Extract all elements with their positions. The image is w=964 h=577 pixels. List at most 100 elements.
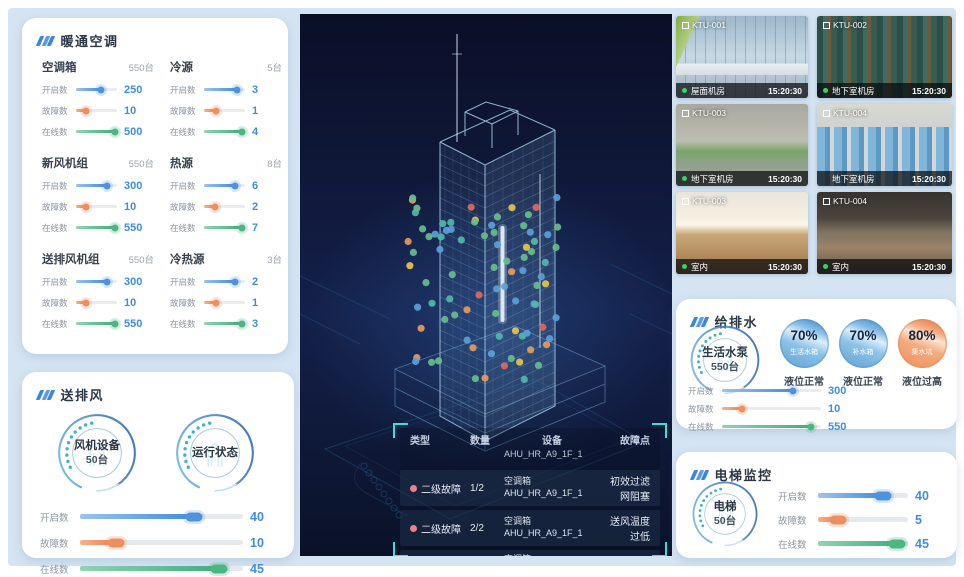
alarm-row-clipped: AHU_HR_A9_1F_1 <box>400 449 660 466</box>
fan-device-gauge: 风机设备 50台 <box>55 411 139 495</box>
stat-bar-row: 在线数 550 <box>688 420 858 433</box>
corner-bracket-icon <box>652 542 667 556</box>
hvac-group: 新风机组 550台 开启数 300 故障数 10 在线数 550 <box>42 155 154 234</box>
stat-bar-value: 45 <box>250 561 264 576</box>
stat-bar-label: 故障数 <box>688 403 714 414</box>
stat-bar-fill <box>80 566 219 571</box>
hvac-group: 空调箱 550台 开启数 250 故障数 10 在线数 500 <box>42 59 154 138</box>
alarm-count: 2/2 <box>470 522 484 534</box>
camera-tile[interactable]: KTU-003 室内 15:20:30 <box>676 192 808 274</box>
stat-bar-knob <box>874 491 892 500</box>
stat-bar-label: 故障数 <box>42 297 68 308</box>
stat-bar-value: 10 <box>124 296 137 309</box>
tank-level-circle: 70% 生活水箱 <box>779 319 829 368</box>
hvac-group-name: 冷热源 <box>170 254 205 266</box>
stat-bar-value: 10 <box>250 535 264 550</box>
stat-bar-track <box>722 423 821 430</box>
stat-bar-label: 在线数 <box>170 126 196 137</box>
stat-bar-label: 故障数 <box>778 515 807 527</box>
gauge-ring <box>690 325 760 395</box>
camera-timestamp: 15:20:30 <box>911 85 946 96</box>
stat-bar-track <box>204 107 245 114</box>
stat-bar-label: 故障数 <box>170 201 196 212</box>
stat-bar-row: 在线数 550 <box>42 221 154 234</box>
stat-bar-row: 在线数 550 <box>42 317 154 330</box>
stat-bar-row: 在线数 500 <box>42 125 154 138</box>
stat-bar-track <box>204 224 246 231</box>
tank-status: 液位正常 <box>784 377 824 388</box>
stat-bar-value: 2 <box>252 275 259 288</box>
stat-bar-knob <box>829 515 847 524</box>
stat-bar-track <box>76 203 117 210</box>
stat-bar-value: 1 <box>252 104 259 117</box>
stat-bar-fill <box>76 322 115 325</box>
camera-id-tag: KTU-003 <box>682 108 726 118</box>
stat-bar-label: 在线数 <box>688 421 714 432</box>
stat-bar-label: 开启数 <box>42 276 68 287</box>
alarm-row[interactable]: 二级故障 2/2 空调箱 AHU_HR_A9_1F_1 送风温度过低 <box>400 510 660 546</box>
camera-tile[interactable]: KTU-004 地下室机房 15:20:30 <box>817 104 952 186</box>
camera-status-bar: 屋面机房 15:20:30 <box>676 83 808 98</box>
panel-hvac-header: 暖通空调 <box>22 18 288 50</box>
gauge-ring <box>176 414 254 492</box>
gauge-text: 生活水泵 550台 <box>688 323 762 397</box>
camera-icon <box>682 21 689 29</box>
camera-location: 室内 <box>832 261 850 272</box>
stat-bar-label: 故障数 <box>42 201 68 212</box>
stat-bar-fill <box>204 280 235 283</box>
hvac-group-header: 冷热源 3台 <box>170 251 282 267</box>
alarm-col-count: 数量 <box>470 436 490 447</box>
camera-tile[interactable]: KTU-001 屋面机房 15:20:30 <box>676 16 808 98</box>
tank-level-circle: 70% 补水箱 <box>838 319 888 368</box>
stat-bar-track <box>76 278 117 285</box>
alarm-row[interactable]: 二级故障 1/2 空调箱 AHU_HR_A9_1F_1 初效过滤网阻塞 <box>400 470 660 506</box>
alarm-fault: 送风温度过低 <box>610 517 650 543</box>
stat-bar-track <box>204 320 246 327</box>
corner-bracket-icon <box>393 423 408 438</box>
hvac-group-total: 5台 <box>267 63 282 74</box>
camera-id: KTU-003 <box>692 108 727 118</box>
stat-bar-row: 开启数 300 <box>42 179 154 192</box>
camera-status-bar: 室内 15:20:30 <box>676 259 808 274</box>
stat-bar-label: 在线数 <box>170 222 196 233</box>
hvac-group-name: 送排风机组 <box>42 254 100 266</box>
stat-bar-label: 开启数 <box>42 180 68 191</box>
stat-bar-value: 300 <box>124 275 143 288</box>
camera-icon <box>682 109 689 117</box>
stat-bar-value: 250 <box>124 83 143 96</box>
camera-status-bar: 地下室机房 15:20:30 <box>676 171 808 186</box>
tank-gauge: 70% 补水箱 液位正常 <box>837 319 889 388</box>
stat-bar-track <box>204 86 245 93</box>
stat-bar-track <box>76 299 117 306</box>
fan-gauges: 风机设备 50台 运行状态 <box>22 404 294 495</box>
stat-bar-value: 6 <box>252 179 259 192</box>
camera-id: KTU-002 <box>833 20 868 30</box>
camera-timestamp: 15:20:30 <box>767 173 802 184</box>
stat-bar-knob <box>211 203 219 210</box>
tank-name: 集水坑 <box>911 349 933 356</box>
camera-id-tag: KTU-003 <box>682 196 726 206</box>
water-bars: 开启数 300 故障数 10 在线数 550 <box>688 379 858 433</box>
stat-bar-value: 300 <box>828 384 847 397</box>
camera-tile[interactable]: KTU-004 室内 15:20:30 <box>817 192 952 274</box>
stat-bar-label: 开启数 <box>170 180 196 191</box>
corner-bracket-icon <box>393 542 408 556</box>
camera-icon <box>682 197 689 205</box>
stat-bar-row: 故障数 10 <box>42 296 154 309</box>
camera-grid: KTU-001 屋面机房 15:20:30 KTU-002 地下室机房 15:2… <box>676 16 952 274</box>
online-dot-icon <box>682 88 687 93</box>
building-wireframe <box>300 14 672 556</box>
stat-bar-track <box>722 387 821 394</box>
camera-tile[interactable]: KTU-003 地下室机房 15:20:30 <box>676 104 808 186</box>
tank-gauge: 70% 生活水箱 液位正常 <box>778 319 830 388</box>
camera-tile[interactable]: KTU-002 地下室机房 15:20:30 <box>817 16 952 98</box>
gauge-ring <box>58 414 136 492</box>
stat-bar-label: 故障数 <box>170 297 196 308</box>
stat-bar-fill <box>204 205 216 208</box>
alarm-table-headers: 类型 数量 设备 故障点 <box>400 428 660 449</box>
stat-bar-knob <box>738 405 746 412</box>
stat-bar-label: 在线数 <box>42 126 68 137</box>
building-3d-view[interactable]: 类型 数量 设备 故障点 AHU_HR_A9_1F_1 二级故障 1/2 空调箱… <box>300 14 672 556</box>
